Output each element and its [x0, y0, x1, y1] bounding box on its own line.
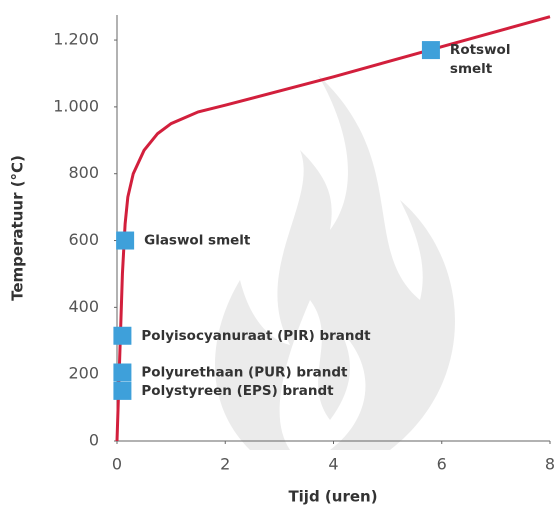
y-tick-label: 200: [68, 364, 99, 383]
x-tick-label: 0: [112, 455, 122, 474]
marker-label: Glaswol smelt: [144, 233, 251, 249]
event-marker: [113, 327, 131, 345]
event-marker: [422, 41, 440, 59]
marker-label: Polystyreen (EPS) brandt: [141, 383, 334, 399]
chart: Tijd (uren) Temperatuur (°C) 0 200 400 600 8…: [0, 0, 560, 513]
x-axis-title: Tijd (uren): [288, 488, 377, 506]
marker-label: Polyisocyanuraat (PIR) brandt: [141, 328, 371, 344]
x-tick-label: 6: [437, 455, 447, 474]
y-axis-title: Temperatuur (°C): [9, 155, 27, 301]
x-tick-label: 2: [220, 455, 230, 474]
y-tick-label: 600: [68, 230, 99, 249]
y-tick-label: 1.000: [53, 96, 99, 115]
x-tick-label: 8: [545, 455, 555, 474]
y-tick-label: 0: [89, 431, 99, 450]
marker-label: smelt: [450, 61, 493, 77]
event-marker: [113, 382, 131, 400]
y-tick-label: 800: [68, 163, 99, 182]
event-marker: [116, 232, 134, 250]
x-tick-label: 4: [328, 455, 338, 474]
event-marker: [113, 364, 131, 382]
marker-label: Rotswol: [450, 42, 511, 58]
y-tick-label: 1.200: [53, 30, 99, 49]
marker-label: Polyurethaan (PUR) brandt: [141, 365, 348, 381]
y-tick-label: 400: [68, 297, 99, 316]
